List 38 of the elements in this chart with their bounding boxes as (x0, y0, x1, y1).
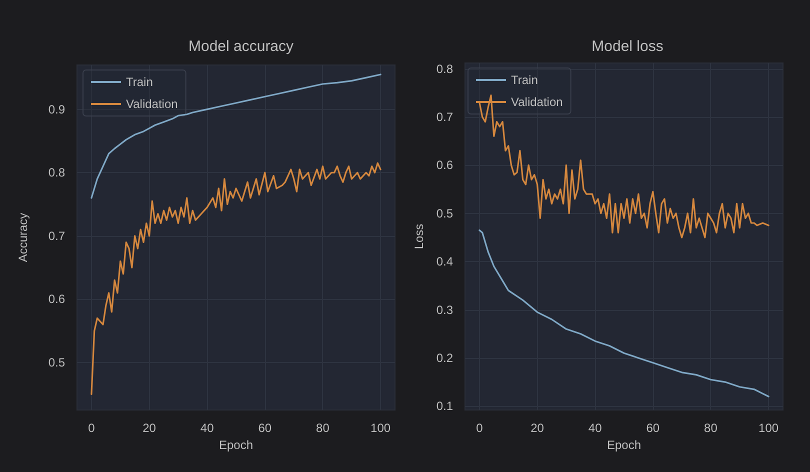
y-axis-title: Loss (412, 224, 426, 250)
legend-label: Validation (511, 95, 563, 109)
x-tick-label: 20 (142, 421, 156, 435)
y-tick-label: 0.5 (48, 356, 66, 370)
x-tick-label: 100 (758, 421, 779, 435)
y-tick-label: 0.8 (436, 62, 454, 76)
x-tick-label: 60 (646, 421, 660, 435)
y-tick-label: 0.3 (436, 302, 454, 317)
y-tick-label: 0.7 (436, 110, 454, 124)
x-tick-label: 20 (530, 421, 544, 435)
y-axis-title: Accuracy (16, 212, 30, 262)
y-tick-label: 0.7 (48, 228, 66, 243)
x-tick-label: 0 (88, 421, 96, 435)
x-tick-label: 100 (370, 421, 391, 435)
y-tick-label: 0.4 (436, 254, 454, 269)
x-tick-label: 40 (588, 421, 602, 435)
line-series (478, 229, 770, 398)
y-tick-label: 0.8 (48, 166, 66, 180)
x-tick-label: 40 (200, 421, 214, 435)
y-tick-label: 0.6 (48, 292, 66, 306)
y-tick-label: 0.1 (436, 399, 454, 414)
chart-title: Model accuracy (188, 38, 294, 55)
x-tick-label: 0 (476, 421, 484, 435)
y-tick-label: 0.9 (48, 102, 66, 116)
y-tick-label: 0.2 (436, 350, 454, 365)
legend-label: Train (126, 75, 153, 89)
line-series (90, 162, 382, 395)
x-tick-label: 80 (316, 421, 330, 435)
chart-title: Model loss (592, 38, 664, 55)
line-series (90, 74, 382, 199)
x-tick-label: 80 (704, 421, 718, 435)
x-axis-title: Epoch (606, 438, 642, 452)
y-tick-label: 0.6 (436, 158, 454, 172)
x-axis-title: Epoch (218, 438, 254, 452)
legend-label: Validation (126, 97, 178, 111)
x-tick-label: 60 (258, 421, 272, 435)
legend-label: Train (511, 73, 538, 87)
y-tick-label: 0.5 (436, 206, 454, 220)
